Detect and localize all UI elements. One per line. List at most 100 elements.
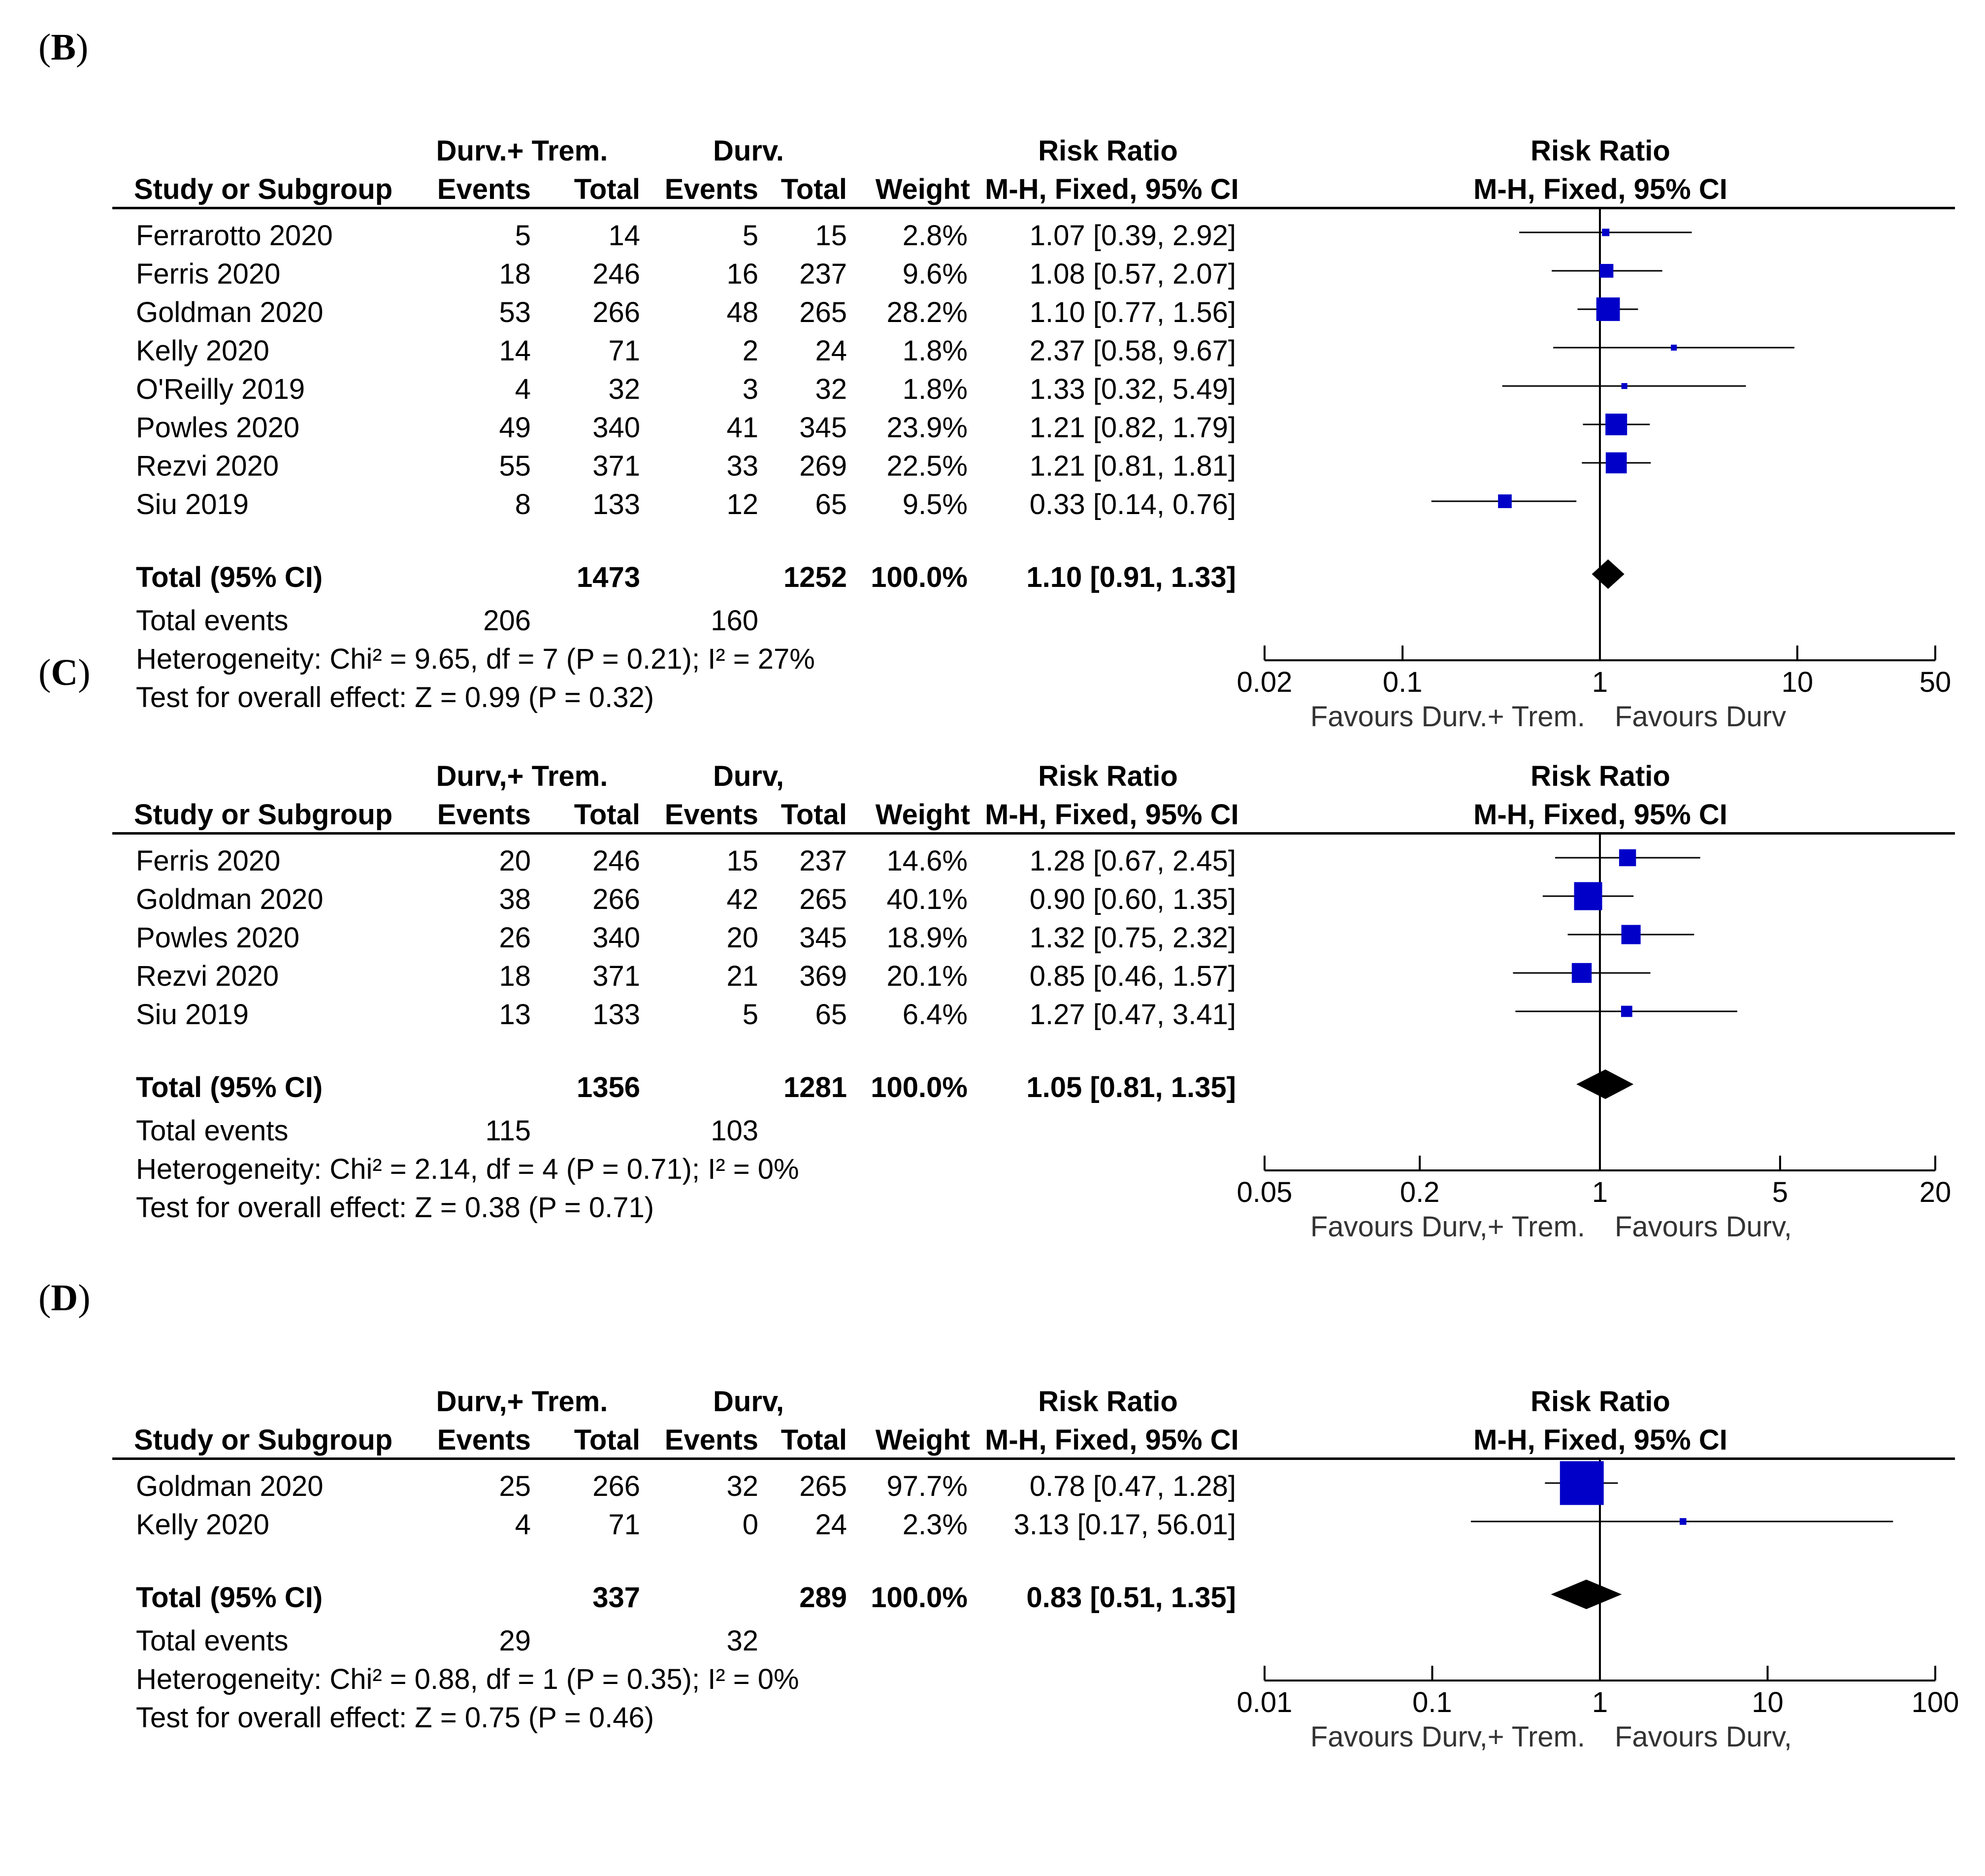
group1-header: Durv,+ Trem.: [436, 760, 608, 792]
risk-ratio-title: Risk Ratio: [1038, 1386, 1178, 1418]
events2-value: 16: [726, 258, 758, 290]
events1-value: 4: [515, 373, 531, 405]
total1-value: 266: [592, 1470, 640, 1502]
favours-left-label: Favours Durv.+ Trem.: [1310, 701, 1585, 733]
total2-value: 265: [799, 1470, 847, 1502]
overall-effect-text: Test for overall effect: Z = 0.75 (P = 0…: [136, 1702, 654, 1734]
study-marker: [1599, 264, 1614, 278]
ci-value: 0.78 [0.47, 1.28]: [1029, 1470, 1236, 1502]
total1-value: 133: [592, 999, 640, 1031]
header-rule: [112, 207, 1955, 209]
group1-header: Durv.+ Trem.: [436, 135, 608, 167]
weight-value: 1.8%: [902, 373, 968, 405]
header-rule: [112, 832, 1955, 835]
x-axis-tick-label: 0.05: [1237, 1176, 1293, 1208]
study-marker: [1671, 344, 1677, 351]
events2-value: 5: [742, 999, 758, 1031]
total-ci: 1.05 [0.81, 1.35]: [1026, 1071, 1236, 1103]
weight-value: 18.9%: [886, 922, 968, 954]
weight-value: 23.9%: [886, 412, 968, 444]
weight-value: 28.2%: [886, 296, 968, 328]
events1-value: 18: [499, 258, 531, 290]
study-name: Powles 2020: [136, 922, 300, 954]
weight-value: 9.5%: [902, 488, 968, 520]
method-header: M-H, Fixed, 95% CI: [985, 173, 1239, 205]
weight-value: 6.4%: [902, 999, 968, 1031]
total1-value: 32: [608, 373, 640, 405]
total-weight: 100.0%: [871, 1071, 968, 1103]
header-rule: [112, 1457, 1955, 1460]
total2-value: 265: [799, 296, 847, 328]
x-axis-tick-label: 5: [1772, 1176, 1788, 1208]
total1-value: 371: [592, 960, 640, 992]
x-axis-tick-label: 10: [1782, 666, 1814, 698]
panel-letter: C: [51, 652, 78, 693]
forest-plot-svg: 0.02 0.1 1 10 50 Favours Durv.+ Trem. Favours …: [1237, 209, 1951, 733]
ci-value: 3.13 [0.17, 56.01]: [1013, 1509, 1236, 1541]
pooled-diamond: [1592, 559, 1625, 589]
total2-header: Total: [781, 799, 847, 831]
x-axis-tick-label: 100: [1912, 1686, 1959, 1718]
events2-header: Events: [664, 173, 758, 205]
favours-right-label: Favours Durv,: [1615, 1721, 1792, 1753]
weight-value: 9.6%: [902, 258, 968, 290]
panel-label: (C): [38, 652, 91, 693]
events2-value: 42: [726, 883, 758, 915]
plot-method-header: M-H, Fixed, 95% CI: [1473, 799, 1727, 831]
total-events1: 115: [485, 1115, 531, 1147]
total1-value: 246: [592, 845, 640, 877]
events2-value: 0: [742, 1509, 758, 1541]
total-weight: 100.0%: [871, 561, 968, 593]
events1-value: 55: [499, 450, 531, 482]
x-axis-tick-label: 0.2: [1400, 1176, 1440, 1208]
weight-value: 22.5%: [886, 450, 968, 482]
total1-header: Total: [574, 1424, 640, 1456]
heterogeneity-text: Heterogeneity: Chi² = 9.65, df = 7 (P = …: [136, 643, 815, 675]
events1-value: 13: [499, 999, 531, 1031]
study-marker: [1498, 494, 1512, 508]
panel-label: (B): [38, 27, 89, 68]
events1-value: 53: [499, 296, 531, 328]
panel-letter: B: [51, 27, 76, 68]
ci-value: 1.10 [0.77, 1.56]: [1029, 296, 1236, 328]
plot-risk-ratio-title: Risk Ratio: [1530, 135, 1670, 167]
total-label: Total (95% CI): [136, 561, 323, 593]
study-marker: [1605, 414, 1627, 435]
x-axis-tick-label: 1: [1592, 1176, 1608, 1208]
favours-right-label: Favours Durv,: [1615, 1211, 1792, 1243]
total2-value: 24: [815, 335, 847, 367]
study-marker: [1571, 963, 1592, 983]
weight-value: 97.7%: [886, 1470, 968, 1502]
total2-value: 265: [799, 883, 847, 915]
study-marker: [1605, 452, 1627, 474]
study-name: Ferris 2020: [136, 258, 281, 290]
pooled-diamond: [1576, 1069, 1634, 1099]
pooled-diamond: [1551, 1580, 1622, 1609]
total-events-label: Total events: [136, 1625, 289, 1657]
ci-value: 1.27 [0.47, 3.41]: [1029, 999, 1236, 1031]
study-name: Siu 2019: [136, 999, 249, 1031]
favours-left-label: Favours Durv,+ Trem.: [1310, 1211, 1585, 1243]
study-marker: [1621, 383, 1627, 389]
weight-value: 1.8%: [902, 335, 968, 367]
total1-value: 71: [608, 1509, 640, 1541]
x-axis-tick-label: 1: [1592, 1686, 1608, 1718]
study-marker: [1560, 1461, 1604, 1505]
total2-sum: 289: [799, 1582, 847, 1614]
group2-header: Durv.: [713, 135, 784, 167]
events1-value: 14: [499, 335, 531, 367]
total-events2: 103: [711, 1115, 758, 1147]
total-ci: 1.10 [0.91, 1.33]: [1026, 561, 1236, 593]
events2-header: Events: [664, 1424, 758, 1456]
events1-value: 26: [499, 922, 531, 954]
study-name: Goldman 2020: [136, 883, 324, 915]
study-column-header: Study or Subgroup: [134, 1424, 393, 1456]
ci-value: 1.21 [0.82, 1.79]: [1029, 412, 1236, 444]
favours-right-label: Favours Durv: [1615, 701, 1786, 733]
events1-header: Events: [437, 1424, 531, 1456]
total1-value: 371: [592, 450, 640, 482]
forest-plot-svg: 0.01 0.1 1 10 100 Favours Durv,+ Trem. Favours…: [1237, 1459, 1959, 1753]
total-events1: 206: [483, 605, 531, 637]
events2-value: 33: [726, 450, 758, 482]
total2-header: Total: [781, 173, 847, 205]
